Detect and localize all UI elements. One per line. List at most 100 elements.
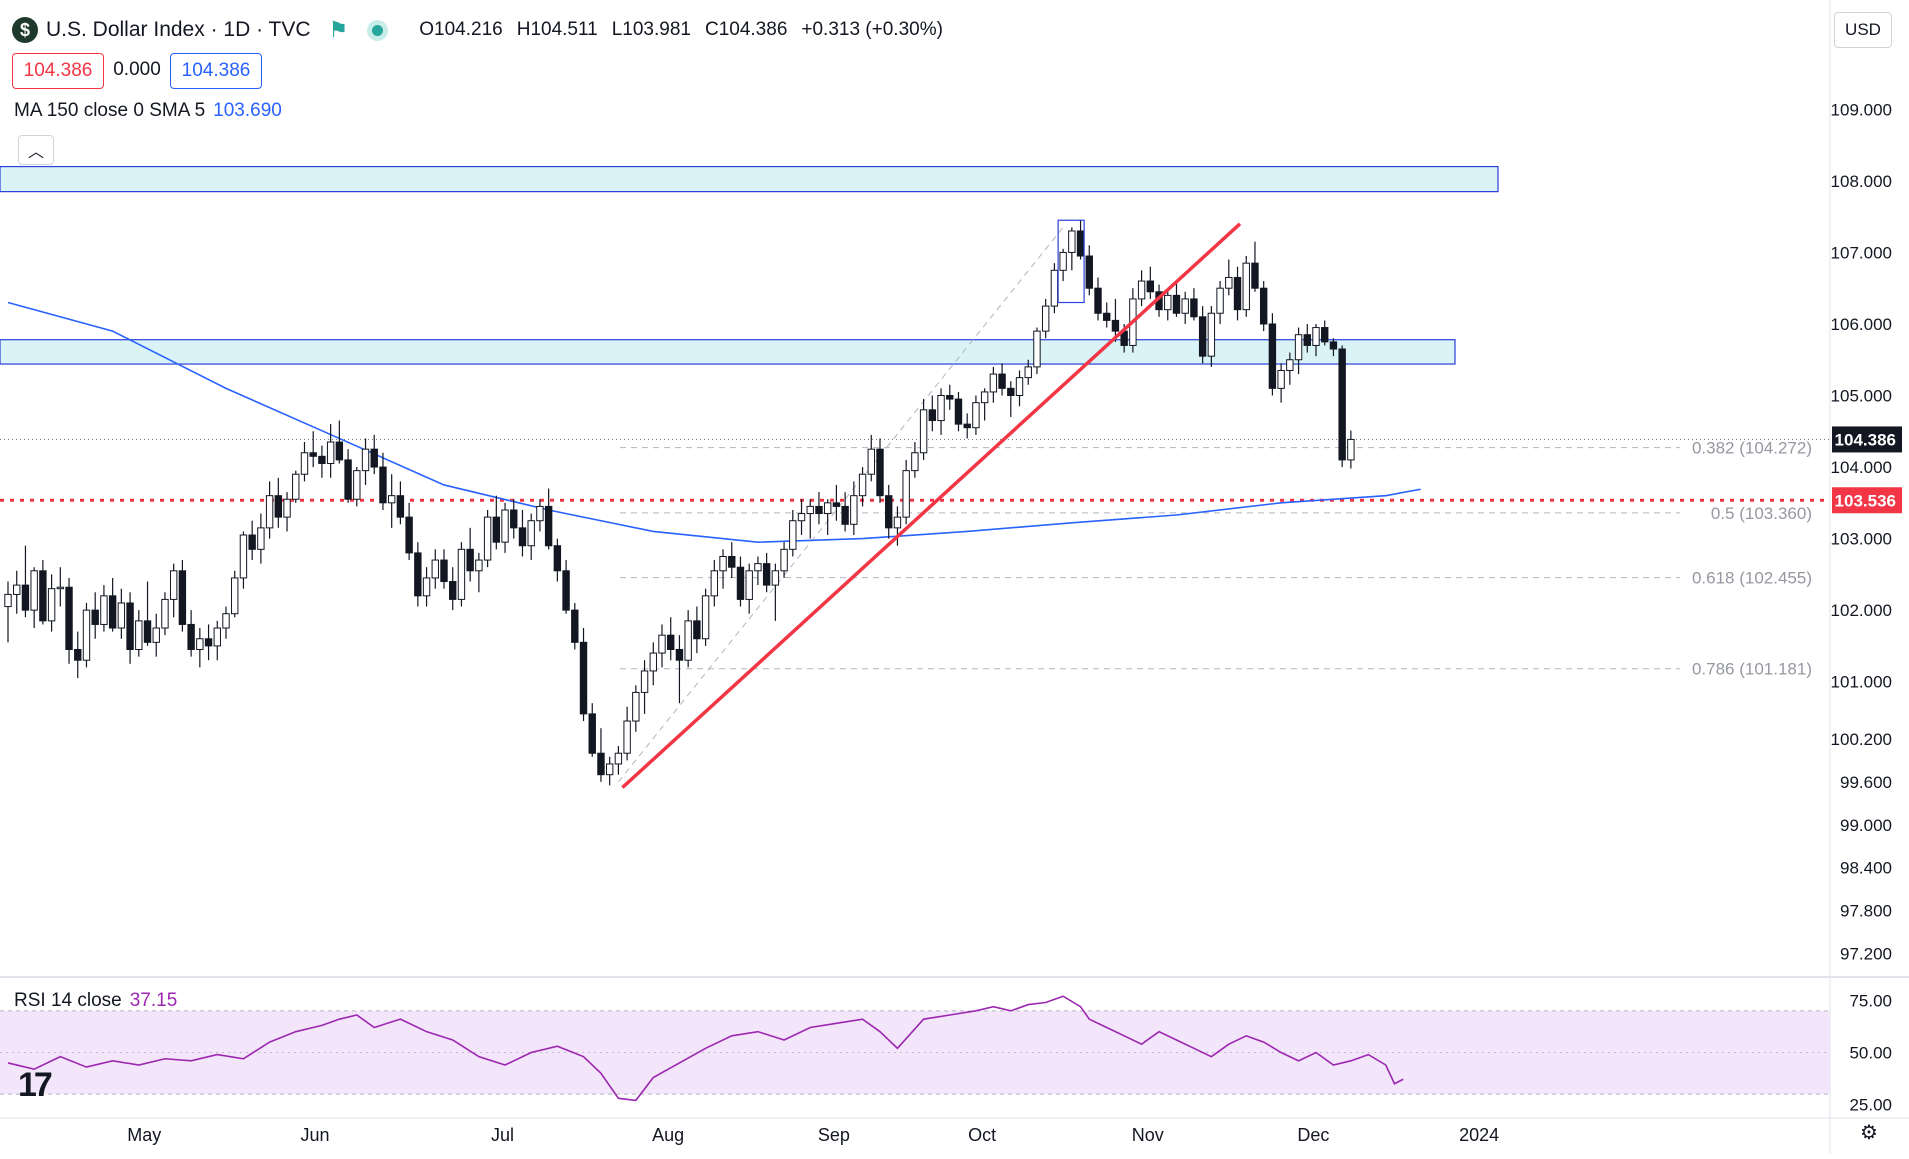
candle[interactable] — [117, 588, 126, 639]
candle[interactable] — [1347, 430, 1355, 469]
candle[interactable] — [13, 570, 21, 614]
candle[interactable] — [998, 363, 1006, 396]
candle[interactable] — [902, 459, 910, 525]
candle[interactable] — [353, 467, 361, 507]
candle[interactable] — [74, 631, 82, 679]
candle[interactable] — [1146, 266, 1155, 299]
fib-retracement[interactable]: 0.382 (104.272) 0.5 (103.360) 0.618 (102.4… — [620, 439, 1812, 679]
candle[interactable] — [1286, 352, 1294, 385]
candle[interactable] — [579, 628, 588, 722]
candle[interactable] — [30, 567, 38, 629]
candle[interactable] — [562, 560, 570, 614]
candle[interactable] — [82, 602, 91, 668]
candle[interactable] — [658, 624, 666, 668]
candle[interactable] — [361, 438, 370, 485]
candle[interactable] — [701, 588, 710, 646]
candle[interactable] — [335, 420, 344, 464]
candle[interactable] — [492, 495, 501, 550]
candle[interactable] — [719, 549, 727, 589]
candle[interactable] — [823, 499, 832, 536]
candle[interactable] — [39, 560, 47, 625]
candle[interactable] — [196, 628, 204, 668]
ma150-line[interactable] — [7, 301, 1421, 543]
candle[interactable] — [693, 606, 701, 654]
candle[interactable] — [771, 563, 780, 621]
flag-icon[interactable]: ⚑ — [328, 17, 349, 42]
candle[interactable] — [161, 592, 169, 636]
candle[interactable] — [667, 617, 675, 661]
candle[interactable] — [248, 520, 256, 561]
candle[interactable] — [1076, 220, 1085, 260]
candle[interactable] — [65, 577, 73, 664]
candle[interactable] — [1024, 359, 1032, 385]
candle[interactable] — [100, 585, 108, 632]
candle[interactable] — [1225, 259, 1233, 296]
candle[interactable] — [536, 499, 544, 532]
candle[interactable] — [370, 434, 378, 475]
candle[interactable] — [414, 542, 422, 607]
candle[interactable] — [1103, 302, 1111, 328]
candle[interactable] — [466, 527, 474, 582]
candle[interactable] — [553, 538, 562, 582]
candles[interactable] — [4, 220, 1355, 786]
candle[interactable] — [187, 610, 195, 657]
candle[interactable] — [893, 506, 902, 546]
candle[interactable] — [1251, 241, 1259, 292]
candle[interactable] — [946, 384, 954, 410]
candle[interactable] — [649, 642, 657, 686]
candle[interactable] — [4, 581, 12, 643]
candle[interactable] — [963, 413, 971, 439]
candle[interactable] — [789, 509, 797, 557]
candle[interactable] — [222, 606, 230, 639]
candle[interactable] — [1085, 245, 1093, 296]
candle[interactable] — [1094, 277, 1102, 321]
candle[interactable] — [274, 477, 283, 528]
candle[interactable] — [1181, 291, 1189, 324]
market-status-icon[interactable] — [372, 24, 384, 36]
candle[interactable] — [1041, 298, 1050, 339]
candle[interactable] — [440, 549, 448, 589]
candle[interactable] — [1111, 298, 1120, 342]
candle[interactable] — [911, 442, 919, 478]
candle[interactable] — [850, 481, 858, 536]
support-zone[interactable] — [0, 339, 1456, 365]
candle[interactable] — [1268, 313, 1277, 396]
candle[interactable] — [178, 560, 187, 632]
candle[interactable] — [632, 685, 640, 732]
candle[interactable] — [501, 502, 509, 553]
candle[interactable] — [989, 366, 998, 403]
candle[interactable] — [614, 746, 623, 775]
candle[interactable] — [754, 556, 762, 586]
candle[interactable] — [1007, 381, 1015, 417]
candle[interactable] — [1312, 323, 1320, 357]
candle[interactable] — [344, 449, 352, 503]
candle[interactable] — [108, 577, 117, 632]
candle[interactable] — [623, 706, 631, 761]
candle[interactable] — [728, 542, 736, 578]
gear-icon[interactable]: ⚙ — [1860, 1122, 1878, 1144]
candle[interactable] — [1233, 266, 1242, 321]
resistance-zone[interactable] — [0, 165, 1499, 193]
candle[interactable] — [475, 552, 483, 593]
candle[interactable] — [326, 424, 335, 478]
candle[interactable] — [91, 592, 99, 639]
candle[interactable] — [1050, 263, 1059, 314]
candle[interactable] — [449, 567, 457, 611]
candle[interactable] — [292, 470, 300, 503]
candle[interactable] — [204, 624, 213, 661]
candle[interactable] — [257, 513, 265, 564]
candle[interactable] — [135, 610, 143, 657]
candle[interactable] — [422, 567, 431, 607]
candle[interactable] — [1059, 248, 1067, 282]
candle[interactable] — [21, 545, 30, 618]
ask-price-box[interactable]: 104.386 — [170, 53, 262, 89]
candle[interactable] — [396, 481, 405, 525]
candle[interactable] — [239, 531, 248, 589]
candle[interactable] — [1338, 345, 1346, 468]
candle[interactable] — [885, 484, 893, 539]
rsi-line[interactable] — [7, 995, 1404, 1102]
candle[interactable] — [780, 542, 788, 578]
candle[interactable] — [483, 509, 492, 568]
candle[interactable] — [169, 563, 178, 618]
